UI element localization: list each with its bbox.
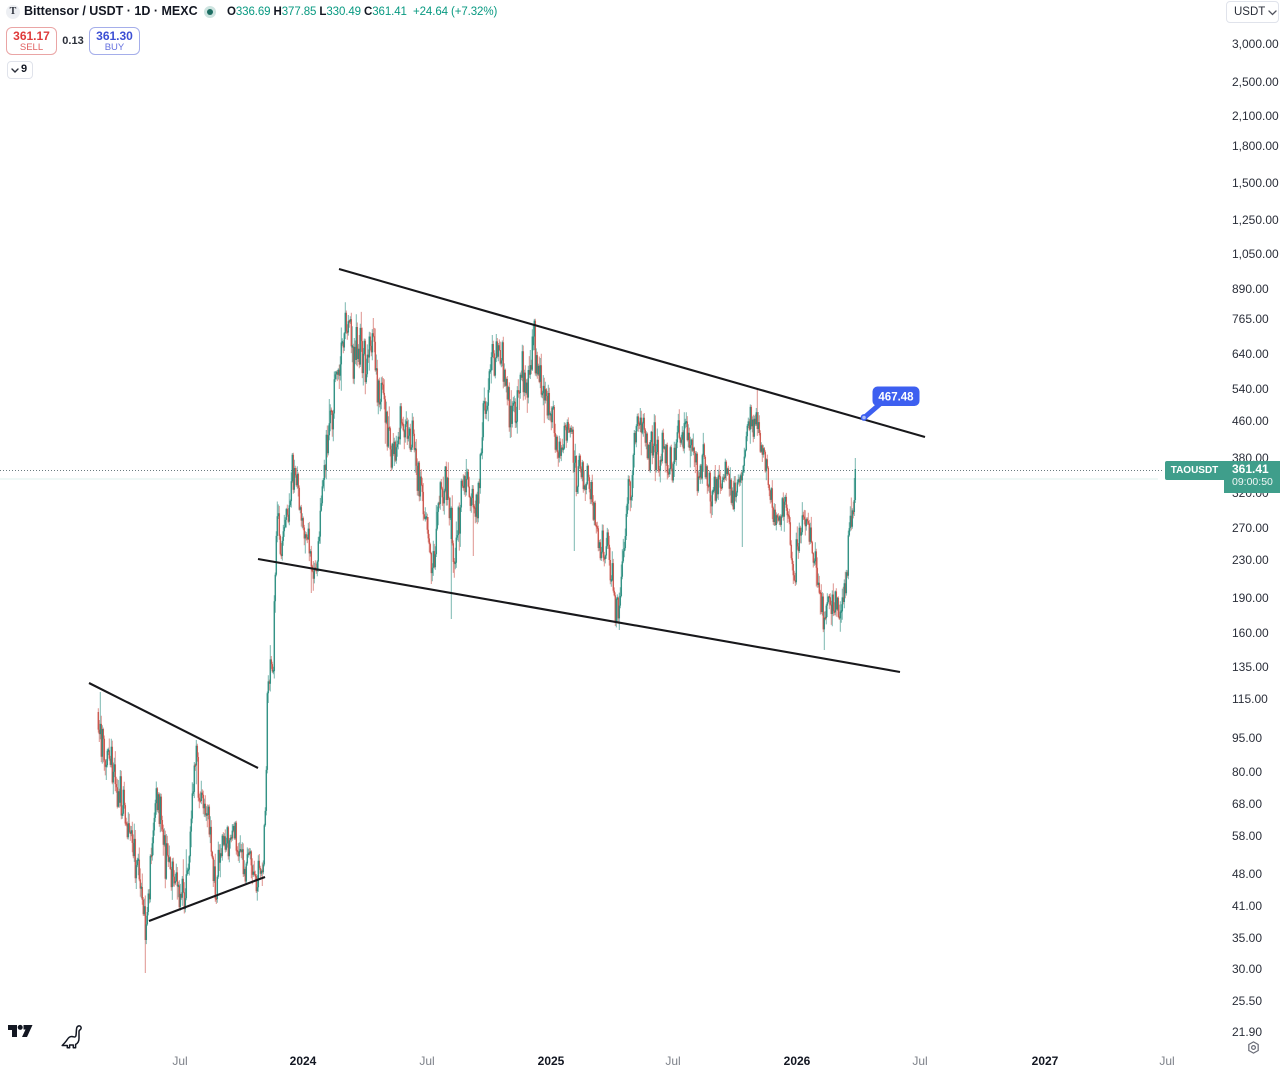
svg-text:467.48: 467.48	[878, 392, 914, 404]
